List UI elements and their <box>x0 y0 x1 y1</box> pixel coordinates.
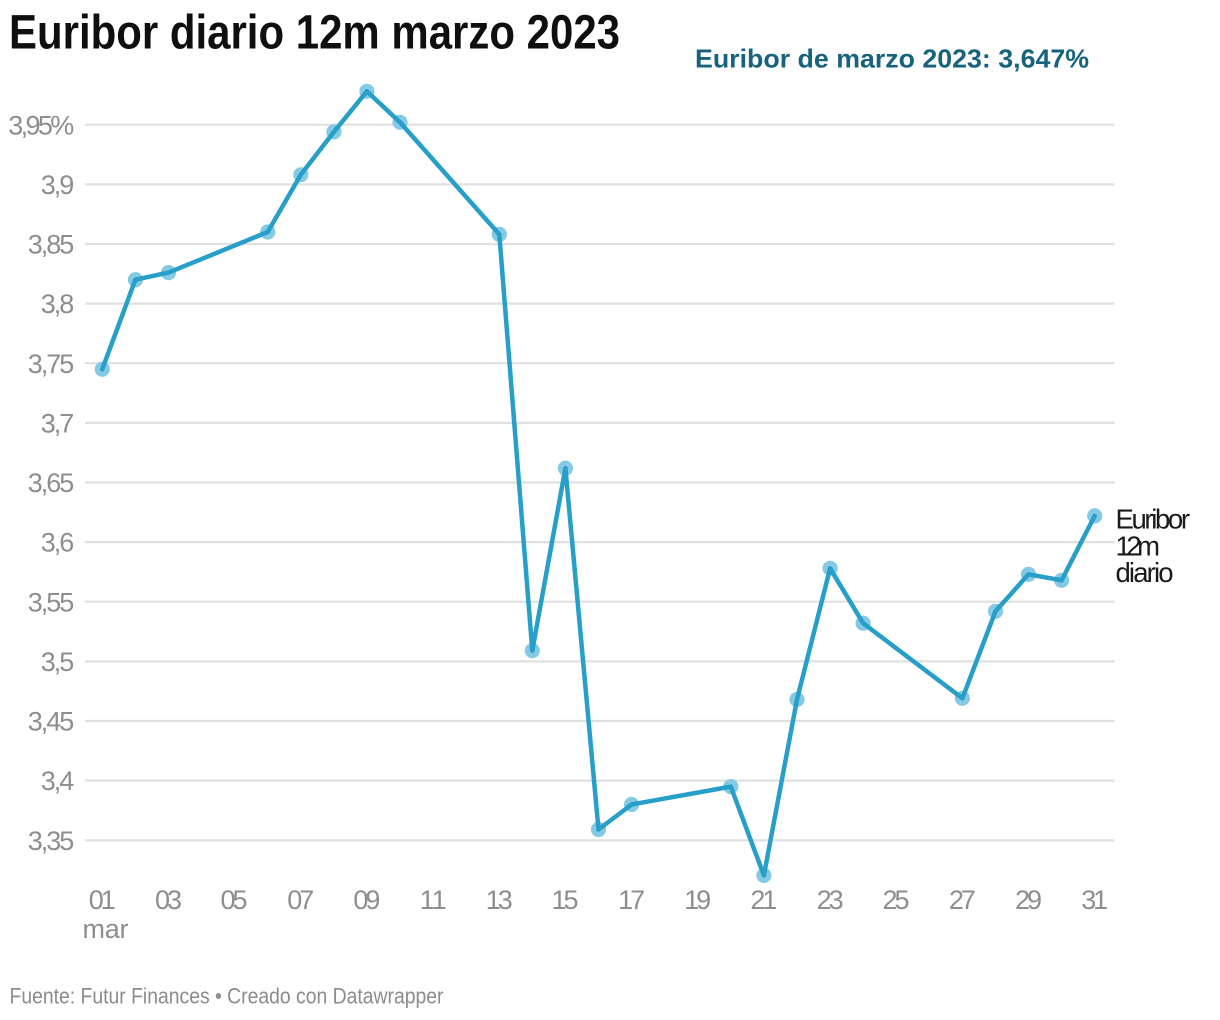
svg-text:13: 13 <box>486 885 513 915</box>
svg-text:3,7: 3,7 <box>41 409 75 439</box>
svg-text:Fuente: Futur Finances • Cread: Fuente: Futur Finances • Creado con Data… <box>10 984 444 1009</box>
svg-text:01: 01 <box>89 885 116 915</box>
svg-text:17: 17 <box>618 885 645 915</box>
svg-text:3,8: 3,8 <box>41 289 75 319</box>
svg-text:3,85: 3,85 <box>28 230 75 260</box>
svg-text:mar: mar <box>83 914 129 944</box>
svg-text:07: 07 <box>287 885 314 915</box>
svg-text:23: 23 <box>817 885 844 915</box>
svg-text:3,5: 3,5 <box>41 647 75 677</box>
svg-text:3,6: 3,6 <box>41 528 75 558</box>
svg-text:3,9: 3,9 <box>41 170 75 200</box>
svg-text:11: 11 <box>420 885 447 915</box>
svg-text:27: 27 <box>949 885 976 915</box>
svg-text:25: 25 <box>883 885 910 915</box>
svg-text:3,95%: 3,95% <box>8 110 74 140</box>
svg-text:3,35: 3,35 <box>28 826 75 856</box>
svg-text:31: 31 <box>1081 885 1108 915</box>
svg-text:19: 19 <box>684 885 711 915</box>
svg-text:Euribor: Euribor <box>1116 503 1191 534</box>
svg-text:21: 21 <box>750 885 777 915</box>
svg-text:3,65: 3,65 <box>28 468 75 498</box>
svg-text:diario: diario <box>1116 557 1174 588</box>
svg-text:03: 03 <box>155 885 182 915</box>
svg-text:3,4: 3,4 <box>41 766 75 796</box>
svg-text:05: 05 <box>221 885 248 915</box>
svg-text:29: 29 <box>1015 885 1042 915</box>
svg-text:3,75: 3,75 <box>28 349 75 379</box>
svg-text:3,55: 3,55 <box>28 587 75 617</box>
svg-text:3,45: 3,45 <box>28 707 75 737</box>
svg-text:12m: 12m <box>1116 530 1161 561</box>
svg-text:15: 15 <box>552 885 579 915</box>
svg-text:Euribor diario 12m marzo 2023: Euribor diario 12m marzo 2023 <box>9 7 620 60</box>
svg-text:09: 09 <box>353 885 380 915</box>
svg-text:Euribor de marzo 2023: 3,647%: Euribor de marzo 2023: 3,647% <box>695 44 1089 74</box>
